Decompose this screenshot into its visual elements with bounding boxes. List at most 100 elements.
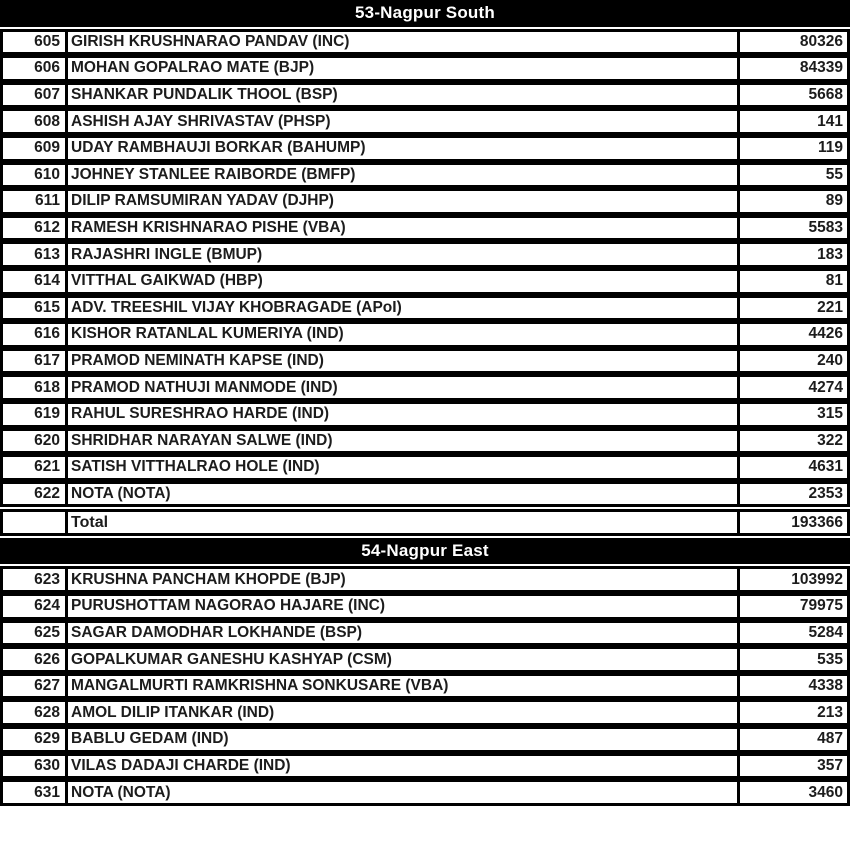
row-serial: 623 (3, 569, 68, 591)
candidate-name: SAGAR DAMODHAR LOKHANDE (BSP) (71, 623, 363, 641)
candidate-name: MANGALMURTI RAMKRISHNA SONKUSARE (VBA) (71, 677, 449, 695)
vote-count: 487 (737, 729, 847, 750)
section-header-nagpur-south: 53-Nagpur South (0, 0, 850, 27)
candidate-name: KRUSHNA PANCHAM KHOPDE (BJP) (71, 570, 346, 588)
section-nagpur-east: 54-Nagpur East 623 KRUSHNA PANCHAM KHOPDE… (0, 537, 850, 806)
row-serial: 622 (3, 483, 68, 505)
vote-count: 80326 (737, 31, 847, 53)
candidate-name: NOTA (NOTA) (71, 484, 171, 502)
vote-count: 5284 (737, 622, 847, 644)
candidate-name: AMOL DILIP ITANKAR (IND) (71, 703, 275, 721)
vote-count: 183 (737, 244, 847, 265)
total-serial-cell (3, 512, 68, 533)
row-serial: 629 (3, 729, 68, 750)
vote-count: 213 (737, 702, 847, 724)
row-serial: 628 (3, 702, 68, 724)
vote-count: 5668 (737, 84, 847, 106)
vote-count: 240 (737, 350, 847, 372)
candidate-name: RAHUL SURESHRAO HARDE (IND) (71, 405, 330, 423)
table-row: 630 VILAS DADAJI CHARDE (IND) 357 (0, 752, 850, 780)
candidate-name: GIRISH KRUSHNARAO PANDAV (INC) (71, 32, 350, 50)
vote-count: 89 (737, 191, 847, 212)
total-label: Total (71, 513, 109, 531)
row-serial: 614 (3, 270, 68, 292)
table-row: 612 RAMESH KRISHNARAO PISHE (VBA) 5583 (0, 214, 850, 242)
candidate-name: RAMESH KRISHNARAO PISHE (VBA) (71, 219, 346, 237)
row-serial: 617 (3, 350, 68, 372)
table-row: 607 SHANKAR PUNDALIK THOOL (BSP) 5668 (0, 81, 850, 109)
candidate-name: VILAS DADAJI CHARDE (IND) (71, 756, 291, 774)
table-row: 605 GIRISH KRUSHNARAO PANDAV (INC) 80326 (0, 28, 850, 56)
row-serial: 615 (3, 297, 68, 319)
vote-count: 221 (737, 297, 847, 319)
candidate-name: GOPALKUMAR GANESHU KASHYAP (CSM) (71, 650, 392, 668)
vote-count: 81 (737, 270, 847, 292)
row-serial: 609 (3, 137, 68, 159)
table-row: 610 JOHNEY STANLEE RAIBORDE (BMFP) 55 (0, 161, 850, 189)
table-row: 628 AMOL DILIP ITANKAR (IND) 213 (0, 699, 850, 727)
vote-count: 5583 (737, 217, 847, 239)
vote-count: 3460 (737, 782, 847, 803)
candidate-name: KISHOR RATANLAL KUMERIYA (IND) (71, 325, 344, 343)
table-row: 608 ASHISH AJAY SHRIVASTAV (PHSP) 141 (0, 108, 850, 135)
table-row: 627 MANGALMURTI RAMKRISHNA SONKUSARE (VBA… (0, 672, 850, 700)
candidate-name: VITTHAL GAIKWAD (HBP) (71, 272, 263, 290)
row-serial: 619 (3, 403, 68, 425)
row-serial: 606 (3, 58, 68, 79)
row-serial: 621 (3, 457, 68, 478)
table-row: 614 VITTHAL GAIKWAD (HBP) 81 (0, 267, 850, 295)
candidate-name: MOHAN GOPALRAO MATE (BJP) (71, 59, 315, 77)
row-serial: 607 (3, 84, 68, 106)
candidate-name: NOTA (NOTA) (71, 783, 171, 801)
vote-count: 103992 (737, 569, 847, 591)
vote-count: 322 (737, 430, 847, 452)
row-serial: 613 (3, 244, 68, 265)
row-serial: 612 (3, 217, 68, 239)
table-row: 619 RAHUL SURESHRAO HARDE (IND) 315 (0, 400, 850, 428)
vote-count: 55 (737, 164, 847, 186)
table-row: 626 GOPALKUMAR GANESHU KASHYAP (CSM) 535 (0, 646, 850, 673)
vote-count: 4338 (737, 675, 847, 697)
row-serial: 626 (3, 649, 68, 670)
vote-count: 315 (737, 403, 847, 425)
candidate-name: DILIP RAMSUMIRAN YADAV (DJHP) (71, 192, 334, 210)
candidate-rows-nagpur-east: 623 KRUSHNA PANCHAM KHOPDE (BJP) 103992 624… (0, 566, 850, 806)
table-row: 606 MOHAN GOPALRAO MATE (BJP) 84339 (0, 55, 850, 82)
row-serial: 608 (3, 111, 68, 132)
total-row: Total 193366 (0, 509, 850, 536)
row-serial: 624 (3, 596, 68, 617)
candidate-name: PRAMOD NATHUJI MANMODE (IND) (71, 378, 338, 396)
vote-count: 4274 (737, 377, 847, 398)
table-row: 623 KRUSHNA PANCHAM KHOPDE (BJP) 103992 (0, 566, 850, 594)
row-serial: 620 (3, 430, 68, 452)
table-row: 622 NOTA (NOTA) 2353 (0, 480, 850, 508)
table-row: 625 SAGAR DAMODHAR LOKHANDE (BSP) 5284 (0, 619, 850, 647)
candidate-name: JOHNEY STANLEE RAIBORDE (BMFP) (71, 165, 356, 183)
candidate-name: ADV. TREESHIL VIJAY KHOBRAGADE (APoI) (71, 298, 402, 316)
row-serial: 605 (3, 31, 68, 53)
candidate-name: SHANKAR PUNDALIK THOOL (BSP) (71, 86, 338, 104)
table-row: 611 DILIP RAMSUMIRAN YADAV (DJHP) 89 (0, 188, 850, 215)
vote-count: 84339 (737, 58, 847, 79)
candidate-name: BABLU GEDAM (IND) (71, 730, 229, 748)
table-row: 624 PURUSHOTTAM NAGORAO HAJARE (INC) 79975 (0, 593, 850, 620)
row-serial: 631 (3, 782, 68, 803)
vote-count: 4426 (737, 324, 847, 345)
row-serial: 627 (3, 675, 68, 697)
table-row: 620 SHRIDHAR NARAYAN SALWE (IND) 322 (0, 427, 850, 455)
vote-count: 141 (737, 111, 847, 132)
candidate-name: SHRIDHAR NARAYAN SALWE (IND) (71, 431, 333, 449)
vote-count: 119 (737, 137, 847, 159)
row-serial: 616 (3, 324, 68, 345)
section-header-nagpur-east: 54-Nagpur East (0, 537, 850, 565)
row-serial: 630 (3, 755, 68, 777)
vote-count: 357 (737, 755, 847, 777)
candidate-name: PRAMOD NEMINATH KAPSE (IND) (71, 352, 324, 370)
table-row: 631 NOTA (NOTA) 3460 (0, 779, 850, 806)
table-row: 617 PRAMOD NEMINATH KAPSE (IND) 240 (0, 347, 850, 375)
candidate-name: ASHISH AJAY SHRIVASTAV (PHSP) (71, 112, 331, 130)
section-title: 54-Nagpur East (361, 541, 489, 561)
vote-count: 4631 (737, 457, 847, 478)
row-serial: 625 (3, 622, 68, 644)
table-row: 609 UDAY RAMBHAUJI BORKAR (BAHUMP) 119 (0, 134, 850, 162)
